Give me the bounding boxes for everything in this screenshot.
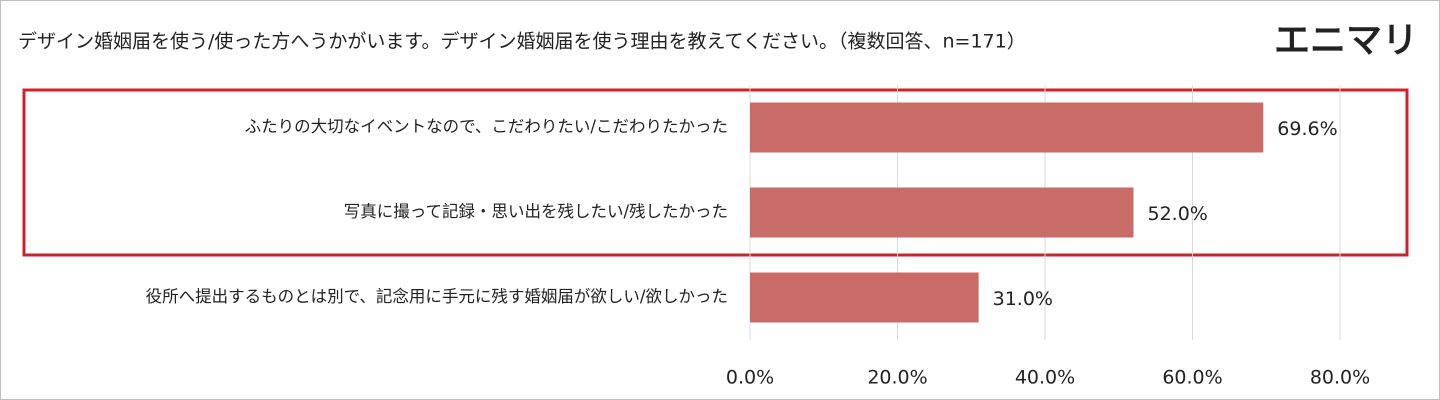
- x-tick-label: 80.0%: [1310, 367, 1370, 389]
- category-label: 役所へ提出するものとは別で、記念用に手元に残す婚姻届が欲しい/欲しかった: [146, 286, 728, 306]
- value-label: 69.6%: [1277, 118, 1337, 140]
- logo: エニマリ: [1274, 20, 1418, 61]
- x-tick-label: 60.0%: [1162, 367, 1222, 389]
- bar: [750, 272, 979, 323]
- category-label: ふたりの大切なイベントなので、こだわりたい/こだわりたかった: [245, 117, 728, 136]
- x-tick-label: 0.0%: [726, 367, 774, 389]
- bar: [750, 187, 1134, 238]
- x-tick-label: 20.0%: [867, 367, 927, 389]
- value-label: 52.0%: [1148, 203, 1208, 225]
- bar: [750, 102, 1264, 153]
- x-tick-label: 40.0%: [1015, 367, 1075, 389]
- chart-title: デザイン婚姻届を使う/使った方へうかがいます。デザイン婚姻届を使う理由を教えてく…: [18, 31, 1026, 53]
- highlight-box: [22, 88, 1409, 257]
- value-label: 31.0%: [993, 288, 1053, 310]
- category-label: 写真に撮って記録・思い出を残したい/残したかった: [344, 202, 728, 221]
